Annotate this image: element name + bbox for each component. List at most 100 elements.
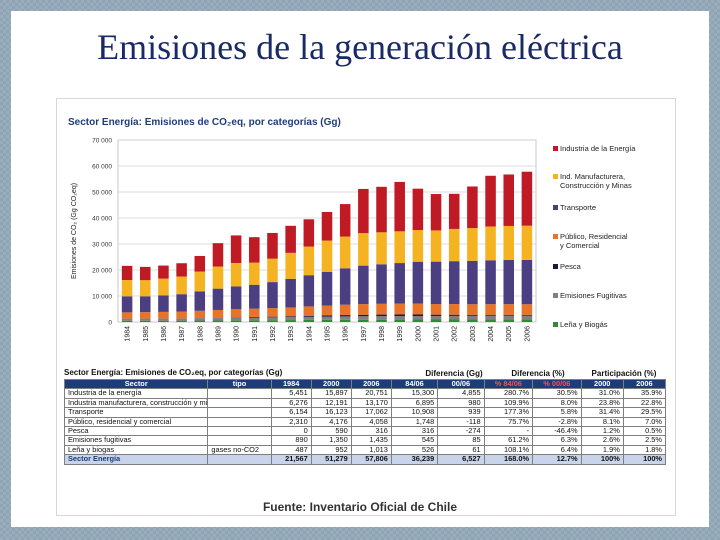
y-tick-label: 70 000 xyxy=(92,138,112,145)
bar-segment xyxy=(212,320,224,322)
bar-segment xyxy=(194,255,206,272)
bar-segment xyxy=(394,231,405,264)
table-cell: 36,239 xyxy=(390,454,439,465)
bar-segment xyxy=(321,211,333,241)
bar-segment xyxy=(267,258,278,283)
bar-segment xyxy=(376,232,387,265)
bar-segment xyxy=(448,319,460,322)
bar-segment xyxy=(521,259,533,305)
table-cell: % 00/06 xyxy=(532,378,582,390)
bar-segment xyxy=(358,314,369,317)
table-cell: 8.0% xyxy=(532,397,582,409)
emissions-chart: Sector Energía: Emisiones de CO₂eq, por … xyxy=(68,117,636,342)
bar-segment xyxy=(358,316,369,320)
x-tick-label: 2003 xyxy=(470,326,477,342)
bar-segment xyxy=(467,186,478,229)
bar-segment xyxy=(376,316,387,320)
bar-segment xyxy=(285,252,296,279)
table-header-row: Sector tipo 1984 2000 2006 84/06 00/06% 84/06%… xyxy=(63,378,667,390)
table-cell: 2006 xyxy=(622,378,667,390)
bar-segment xyxy=(376,303,387,315)
table-cell: 590 xyxy=(310,426,352,437)
table-cell: Pesca xyxy=(63,426,209,437)
bar-segment xyxy=(158,318,169,321)
table-cell: 85 xyxy=(437,435,485,446)
legend-swatch xyxy=(553,174,558,179)
bar-segment xyxy=(230,309,242,318)
table-cell: 0.5% xyxy=(622,426,667,437)
bar-segment xyxy=(412,316,424,320)
table-cell: 4,176 xyxy=(310,416,352,428)
bar-segment xyxy=(230,235,242,263)
x-tick-label: 1996 xyxy=(343,326,350,342)
bar-segment xyxy=(467,315,478,320)
x-tick-label: 1992 xyxy=(270,326,277,342)
table-row: Industria manufacturera, construcción y … xyxy=(63,397,667,409)
bar-segment xyxy=(303,219,315,247)
bar-segment xyxy=(303,315,315,317)
bar-segment xyxy=(194,291,206,311)
x-tick-label: 1994 xyxy=(306,326,313,342)
table-cell: -274 xyxy=(437,426,485,437)
table-cell xyxy=(207,454,272,465)
bar-segment xyxy=(358,319,369,322)
table-cell: 61.2% xyxy=(483,435,534,446)
legend-label: Transporte xyxy=(560,203,596,212)
bar-segment xyxy=(285,307,296,317)
table-cell: 2.6% xyxy=(580,435,624,446)
bar-segment xyxy=(249,262,260,285)
bar-segment xyxy=(339,204,351,237)
table-cell: 2,310 xyxy=(270,416,312,428)
y-tick-label: 30 000 xyxy=(92,242,112,249)
table-cell: 1,013 xyxy=(350,444,392,456)
bar-segment xyxy=(176,320,187,322)
bar-segment xyxy=(303,275,315,307)
y-tick-label: 10 000 xyxy=(92,294,112,301)
table-cell xyxy=(207,397,272,409)
bar-segment xyxy=(267,282,278,309)
x-tick-label: 1988 xyxy=(197,326,204,342)
bar-segment xyxy=(448,304,460,315)
table-cell: 177.3% xyxy=(483,407,534,418)
bar-segment xyxy=(267,308,278,317)
y-tick-label: 40 000 xyxy=(92,216,112,223)
bar-segment xyxy=(230,286,242,310)
bar-segment xyxy=(467,260,478,305)
table-cell: 526 xyxy=(390,444,439,456)
bar-segment xyxy=(249,316,260,318)
emissions-table: Sector tipo 1984 2000 2006 84/06 00/06% 84/06%… xyxy=(63,378,667,465)
bar-segment xyxy=(394,314,405,317)
table-cell: 6.4% xyxy=(532,444,582,456)
bar-segment xyxy=(467,228,478,261)
bar-segment xyxy=(376,319,387,322)
bar-segment xyxy=(521,225,533,260)
table-cell: 22.8% xyxy=(622,397,667,409)
table-cell: 2000 xyxy=(310,378,352,390)
table-cell: 1,350 xyxy=(310,435,352,446)
bar-segment xyxy=(339,236,351,269)
bar-segment xyxy=(412,319,424,322)
x-tick-label: 1986 xyxy=(161,326,168,342)
bar-segment xyxy=(212,266,224,289)
x-tick-label: 1985 xyxy=(143,326,150,342)
bar-segment xyxy=(485,175,496,227)
bar-segment xyxy=(412,303,424,315)
bar-segment xyxy=(139,280,151,297)
table-cell: Transporte xyxy=(63,407,209,418)
bar-segment xyxy=(230,262,242,287)
table-cell: 109.9% xyxy=(483,397,534,409)
bar-segment xyxy=(521,304,533,315)
group-header-diff-pct: Diferencia (%) xyxy=(511,369,565,378)
bar-segment xyxy=(339,319,351,322)
bar-segment xyxy=(503,315,515,320)
table-cell: 31.4% xyxy=(580,407,624,418)
bar-segment xyxy=(503,304,515,315)
bar-segment xyxy=(412,230,424,262)
bar-segment xyxy=(212,243,224,267)
bar-segment xyxy=(194,271,206,292)
bar-segment xyxy=(485,226,496,261)
bar-segment xyxy=(285,317,296,321)
bar-segment xyxy=(121,280,133,297)
bar-segment xyxy=(121,320,133,322)
bar-segment xyxy=(339,316,351,320)
